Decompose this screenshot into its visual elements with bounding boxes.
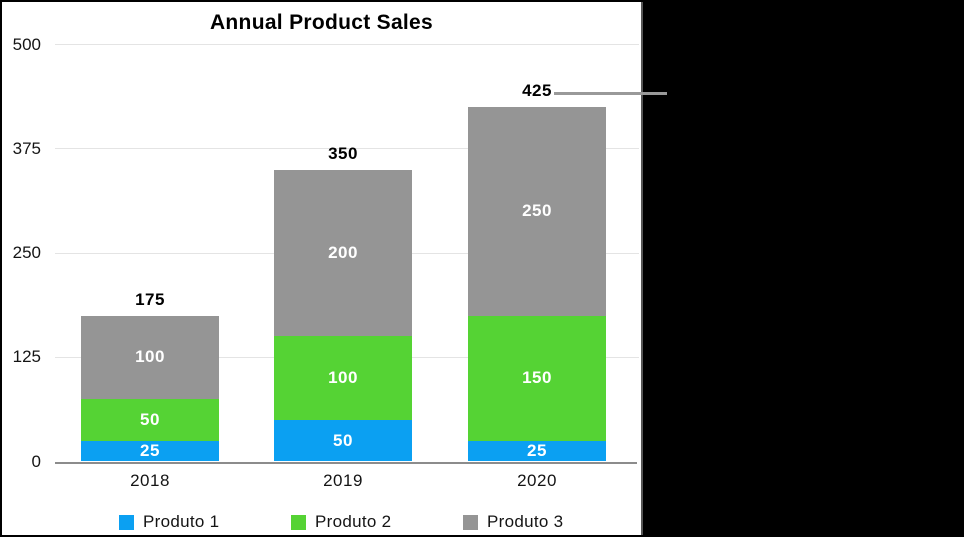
x-axis-line <box>55 461 637 464</box>
bar-total-label-2018: 175 <box>135 289 165 309</box>
bar-segment-produto-1-2019[interactable]: 50 <box>274 419 412 462</box>
legend-item-produto-3[interactable]: Produto 3 <box>463 512 563 532</box>
bar-segment-value: 100 <box>135 347 165 367</box>
y-tick-label-0: 0 <box>31 451 41 471</box>
chart-panel: Annual Product Sales 0 125 250 375 500 25 50 10… <box>2 2 643 535</box>
gridline-375 <box>55 148 639 150</box>
bar-segment-value: 25 <box>140 441 160 461</box>
legend-label: Produto 3 <box>487 512 564 531</box>
bar-segment-value: 50 <box>140 409 160 429</box>
bar-segment-value: 200 <box>328 242 358 262</box>
bar-segment-produto-2-2020[interactable]: 150 <box>468 315 606 441</box>
chart-title: Annual Product Sales <box>209 11 434 34</box>
legend-item-produto-1[interactable]: Produto 1 <box>119 512 219 532</box>
bar-segment-produto-1-2018[interactable]: 25 <box>81 440 219 462</box>
bar-segment-value: 100 <box>328 368 358 388</box>
plot-area: 0 125 250 375 500 25 50 100 175 2018 50 100 200 350 20… <box>2 2 641 535</box>
bar-segment-produto-3-2018[interactable]: 100 <box>81 315 219 399</box>
legend-swatch-icon <box>463 514 478 530</box>
bar-segment-produto-1-2020[interactable]: 25 <box>468 440 606 462</box>
y-tick-label-375: 375 <box>12 138 41 158</box>
x-axis-label-2018: 2018 <box>130 471 170 490</box>
legend-item-produto-2[interactable]: Produto 2 <box>291 512 391 532</box>
callout-line <box>554 92 667 95</box>
legend-label: Produto 1 <box>143 512 220 531</box>
x-axis-label-2020: 2020 <box>517 471 557 490</box>
legend-swatch-icon <box>119 514 134 530</box>
bar-segment-value: 150 <box>522 368 552 388</box>
legend-label: Produto 2 <box>315 512 392 531</box>
bar-segment-produto-3-2019[interactable]: 200 <box>274 169 412 337</box>
bar-total-label-2019: 350 <box>328 143 358 163</box>
bar-segment-value: 250 <box>522 201 552 221</box>
bar-segment-value: 25 <box>527 441 547 461</box>
bar-segment-produto-3-2020[interactable]: 250 <box>468 107 606 316</box>
y-tick-label-250: 250 <box>12 243 41 262</box>
y-tick-label-500: 500 <box>12 34 41 54</box>
bar-segment-produto-2-2019[interactable]: 100 <box>274 336 412 420</box>
gridline-500 <box>55 44 639 45</box>
y-tick-label-125: 125 <box>12 347 41 367</box>
right-black-panel <box>643 0 964 537</box>
x-axis-label-2019: 2019 <box>323 471 363 490</box>
legend-swatch-icon <box>291 514 306 530</box>
bar-total-label-2020: 425 <box>522 81 552 101</box>
bar-segment-value: 50 <box>333 430 353 450</box>
bar-segment-produto-2-2018[interactable]: 50 <box>81 398 219 441</box>
